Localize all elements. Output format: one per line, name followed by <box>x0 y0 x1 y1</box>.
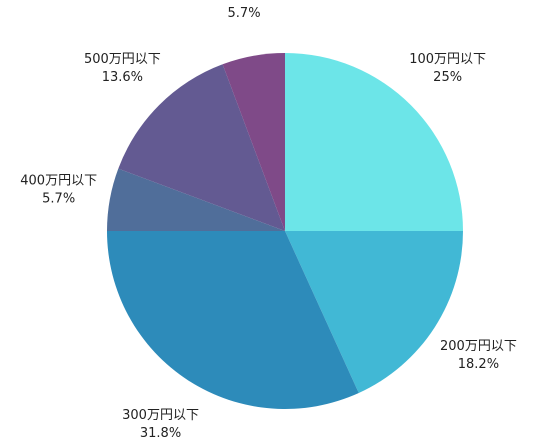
pie-slice <box>222 53 285 231</box>
slice-label: それ以上 <box>218 0 270 3</box>
slice-label: 400万円以下 <box>20 174 97 189</box>
value-label: 13.6% <box>102 70 143 85</box>
pie-slice <box>285 53 463 231</box>
slice-label: 300万円以下 <box>122 408 199 423</box>
slice-label: 200万円以下 <box>440 339 517 354</box>
slice-label: 100万円以下 <box>409 52 486 67</box>
pie-slice <box>285 231 463 393</box>
slice-label: 500万円以下 <box>84 52 161 67</box>
pie-slice <box>107 231 359 409</box>
value-label: 5.7% <box>42 192 75 207</box>
value-label: 31.8% <box>140 426 181 441</box>
pie-slice <box>118 64 285 231</box>
value-label: 18.2% <box>458 357 499 372</box>
value-label: 25% <box>433 70 462 85</box>
value-label: 5.7% <box>228 6 261 21</box>
pie-slice <box>107 168 285 231</box>
